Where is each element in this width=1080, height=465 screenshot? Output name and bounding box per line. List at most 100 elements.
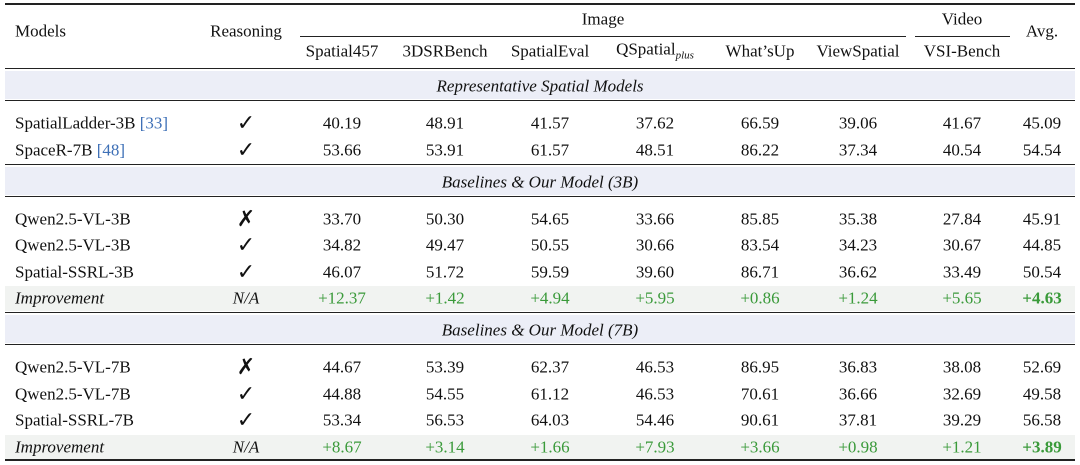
- column-header: QSpatialplus: [616, 41, 694, 62]
- column-header: SpatialEval: [511, 43, 589, 60]
- cell-value: 33.70: [322, 209, 362, 228]
- cell-value: 50.54: [1022, 262, 1062, 281]
- cell-value: 50.30: [425, 209, 465, 228]
- section-rule: [5, 100, 1075, 101]
- cell-value: 36.83: [838, 357, 878, 377]
- cell-value: +3.14: [425, 437, 465, 456]
- cell-value: 61.57: [530, 140, 570, 159]
- cell-value: 39.06: [838, 113, 878, 133]
- header-models: Models: [15, 21, 66, 41]
- model-name: Spatial-SSRL-7B: [15, 410, 135, 430]
- section-band: [5, 71, 1075, 99]
- cell-value: 41.57: [530, 113, 570, 133]
- model-name: Spatial-SSRL-3B: [15, 262, 135, 281]
- cell-value: 44.67: [322, 357, 362, 377]
- cell-value: 86.95: [740, 357, 780, 377]
- cell-value: 30.67: [942, 235, 982, 255]
- cell-value: 36.66: [838, 384, 878, 403]
- column-header: What’sUp: [726, 43, 795, 60]
- cell-value: 53.66: [322, 140, 362, 159]
- model-name: Qwen2.5-VL-7B: [15, 384, 131, 403]
- column-name: Spatial457: [305, 41, 379, 61]
- section-rule: [5, 195, 1075, 197]
- cell-value: 46.53: [635, 384, 675, 403]
- cell-value: 50.55: [530, 235, 570, 255]
- citation[interactable]: [48]: [92, 140, 126, 159]
- cell-value: 48.91: [425, 113, 465, 133]
- cell-value: 51.72: [425, 262, 465, 281]
- model-text: SpatialLadder-3B: [15, 113, 136, 133]
- cell-value: 37.34: [838, 140, 878, 159]
- reasoning-mark: ✗: [236, 354, 256, 379]
- column-header: Spatial457: [306, 43, 379, 60]
- reasoning-mark: N/A: [232, 437, 260, 456]
- model-name: SpaceR-7B [48]: [15, 141, 125, 158]
- cell-value: 53.39: [425, 357, 465, 377]
- reasoning-mark: ✓: [236, 232, 256, 257]
- header-avg: Avg.: [1025, 21, 1059, 41]
- cell-value: 30.66: [635, 235, 675, 255]
- reasoning-mark: ✓: [236, 136, 256, 162]
- cell-value: 49.47: [425, 235, 465, 255]
- cell-value: +5.95: [635, 288, 675, 308]
- cell-value: +4.63: [1022, 288, 1062, 308]
- cell-value: 66.59: [740, 113, 780, 133]
- cell-value: +0.86: [740, 288, 780, 308]
- reasoning-mark: ✓: [236, 110, 256, 135]
- column-name: VSI-Bench: [923, 41, 1001, 61]
- bottom-rule: [5, 458, 1075, 461]
- section-band: [5, 166, 1075, 195]
- cmidrule: [300, 36, 906, 37]
- cell-value: 39.29: [942, 410, 982, 430]
- cell-value: 54.65: [530, 209, 570, 228]
- cell-value: 59.59: [530, 262, 570, 281]
- cell-value: 86.71: [740, 262, 780, 281]
- improvement-band: [5, 434, 1075, 460]
- top-rule: [5, 3, 1075, 5]
- column-header: ViewSpatial: [816, 43, 899, 60]
- cell-value: 40.19: [322, 113, 362, 133]
- cell-value: 37.81: [838, 410, 878, 430]
- column-header: 3DSRBench: [403, 43, 488, 60]
- cell-value: +1.66: [530, 437, 570, 456]
- citation[interactable]: [33]: [135, 113, 169, 133]
- header-group: Video: [941, 9, 983, 29]
- cell-value: 49.58: [1022, 384, 1062, 403]
- cell-value: 86.22: [740, 140, 780, 159]
- cell-value: 54.54: [1022, 140, 1062, 159]
- cell-value: 36.62: [838, 262, 878, 281]
- cell-value: +0.98: [838, 437, 878, 456]
- cell-value: 64.03: [530, 410, 570, 430]
- header-group: Image: [581, 9, 625, 29]
- reasoning-mark: ✗: [236, 205, 256, 231]
- cell-value: 44.88: [322, 384, 362, 403]
- cell-value: 85.85: [740, 209, 780, 228]
- cell-value: +7.93: [635, 437, 675, 456]
- cell-value: 83.54: [740, 235, 780, 255]
- section-rule: [5, 163, 1075, 165]
- model-name: Improvement: [15, 437, 105, 456]
- reasoning-mark: N/A: [232, 288, 260, 308]
- cell-value: 39.60: [635, 262, 675, 281]
- cell-value: +3.66: [740, 437, 780, 456]
- improvement-band: [5, 286, 1075, 311]
- model-name: Qwen2.5-VL-3B: [15, 209, 131, 228]
- model-name: Qwen2.5-VL-3B: [15, 235, 131, 255]
- header-reasoning: Reasoning: [210, 21, 282, 41]
- column-name: What’sUp: [725, 41, 795, 61]
- section-title: Baselines & Our Model (3B): [441, 172, 639, 191]
- cell-value: 61.12: [530, 384, 570, 403]
- cell-value: 32.69: [942, 384, 982, 403]
- cell-value: 56.53: [425, 410, 465, 430]
- reasoning-mark: ✓: [236, 380, 256, 406]
- reasoning-mark: ✓: [236, 258, 256, 284]
- section-rule: [5, 312, 1075, 313]
- cell-value: +5.65: [942, 288, 982, 308]
- cell-value: 34.23: [838, 235, 878, 255]
- cmidrule: [915, 36, 1010, 37]
- column-name: SpatialEval: [510, 41, 590, 61]
- cell-value: 56.58: [1022, 410, 1062, 430]
- cell-value: 52.69: [1022, 357, 1062, 377]
- cell-value: 34.82: [322, 235, 362, 255]
